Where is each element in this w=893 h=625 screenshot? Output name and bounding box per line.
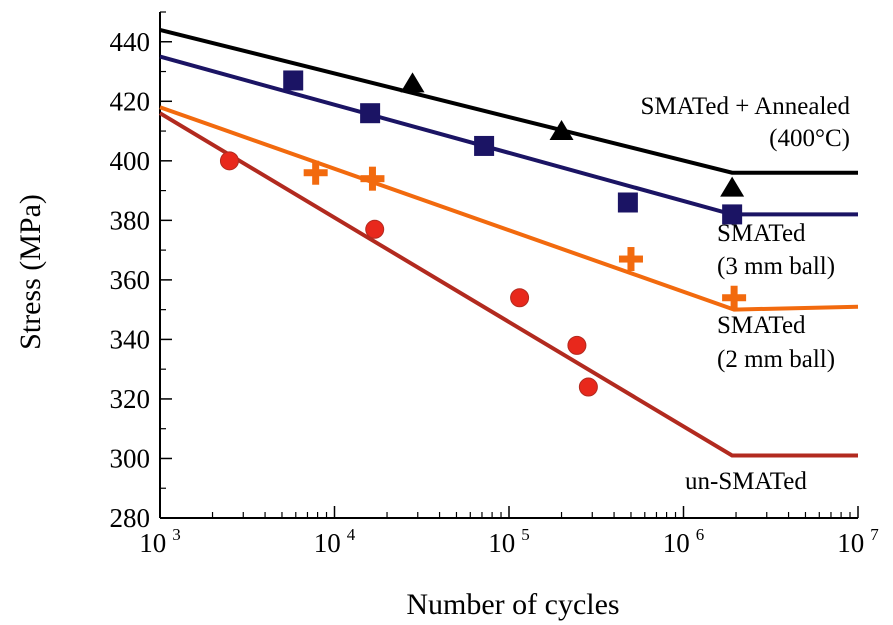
y-tick-label: 440 (110, 27, 151, 57)
label-annealed-line2: (400°C) (769, 125, 850, 152)
y-tick-label: 320 (110, 384, 151, 414)
axes: 280 300 320 340 360 380 400 420 440 10 3 10 4 10 5 10 6 1… (110, 11, 879, 558)
x-tick-label: 10 7 (837, 525, 879, 558)
x-tick-label: 10 3 (139, 525, 181, 558)
data-point-triangle (400, 72, 425, 93)
data-point-plus (618, 247, 643, 272)
label-3mm-line2: (3 mm ball) (717, 253, 835, 280)
y-tick-label: 280 (110, 503, 151, 533)
plus-bar-v (368, 166, 376, 191)
x-tick-label: 10 4 (314, 525, 356, 558)
y-tick-label: 360 (110, 265, 151, 295)
label-2mm-line2: (2 mm ball) (717, 346, 835, 373)
label-unsmated: un-SMATed (685, 468, 807, 495)
data-point-square (617, 192, 638, 213)
data-point-square (474, 135, 495, 156)
y-tick-label: 380 (110, 205, 151, 235)
y-axis-title: Stress (MPa) (14, 194, 47, 350)
data-point-square (722, 204, 743, 225)
plus-bar-v (730, 285, 738, 310)
data-point-plus (360, 166, 385, 191)
y-tick-label: 300 (110, 443, 151, 473)
series-3 (158, 111, 858, 458)
data-point-plus (303, 160, 328, 185)
series-layer (158, 27, 859, 458)
fit-line (159, 54, 858, 217)
data-point-triangle (549, 120, 574, 141)
data-point-circle (365, 219, 385, 239)
data-point-circle (510, 288, 530, 308)
data-point-circle (219, 151, 239, 171)
plus-bar-v (312, 160, 320, 185)
data-point-triangle (720, 176, 745, 197)
data-point-square (360, 103, 381, 124)
label-2mm-line1: SMATed (717, 312, 806, 339)
fit-line (159, 27, 858, 175)
fit-line (158, 111, 858, 458)
series-1 (159, 54, 858, 225)
x-axis-title: Number of cycles (406, 588, 619, 621)
data-point-circle (578, 377, 598, 397)
y-tick-label: 340 (110, 324, 151, 354)
y-tick-label: 420 (110, 86, 151, 116)
labels-layer: Stress (MPa) Number of cycles SMATed + A… (14, 93, 850, 621)
label-annealed-line1: SMATed + Annealed (640, 93, 850, 120)
x-tick-label: 10 6 (663, 525, 705, 558)
series-2 (159, 105, 859, 312)
data-point-square (283, 70, 304, 91)
series-0 (159, 27, 858, 197)
data-point-circle (567, 335, 587, 355)
x-tick-label: 10 5 (488, 525, 530, 558)
label-3mm-line1: SMATed (717, 220, 806, 247)
data-point-plus (722, 285, 747, 310)
y-tick-label: 400 (110, 146, 151, 176)
plus-bar-v (627, 247, 635, 272)
